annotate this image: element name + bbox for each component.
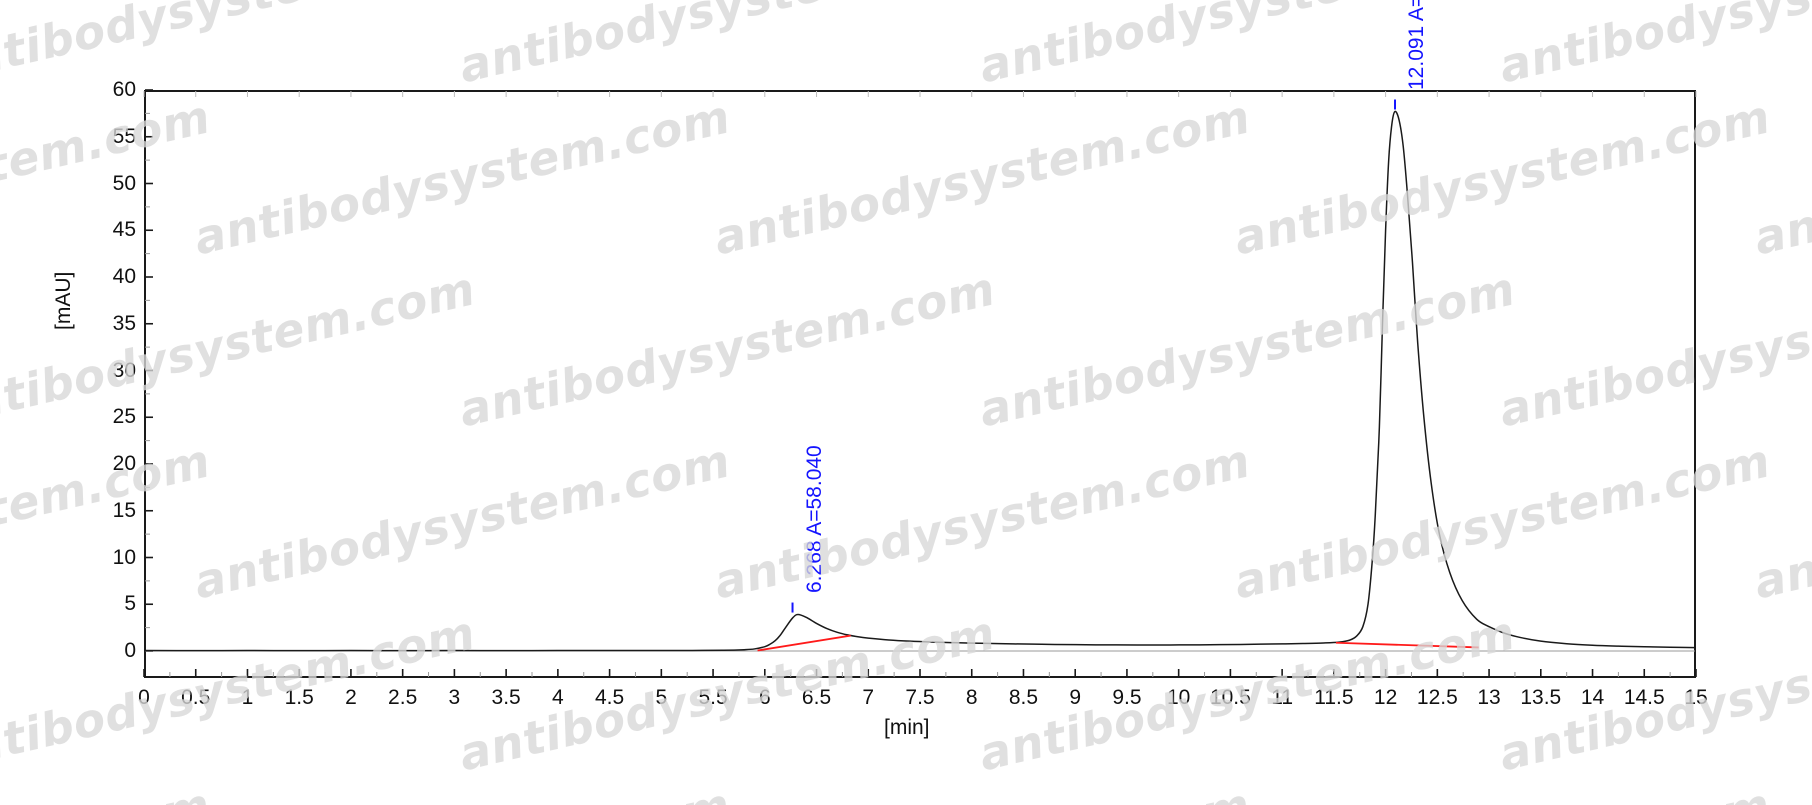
x-axis-tick-label: 4.5 (594, 686, 625, 709)
x-axis-tick-label: 0 (138, 686, 150, 709)
x-axis-tick-label: 0.5 (181, 686, 211, 709)
x-axis-tick-label: 14.5 (1623, 686, 1665, 709)
x-axis-tick-label: 2.5 (388, 686, 418, 709)
y-axis-tick-label: 20 (112, 452, 136, 475)
axis-ticks (143, 89, 1697, 677)
x-axis-tick-label: 2 (345, 686, 357, 709)
x-axis-tick-label: 5.5 (698, 686, 728, 709)
y-axis-tick-label: 30 (112, 358, 136, 382)
y-axis-tick-label: 10 (112, 545, 136, 569)
y-axis-tick-label: 5 (124, 592, 136, 616)
x-axis-tick-label: 9 (1069, 686, 1082, 709)
chromatogram-trace (143, 110, 1697, 652)
x-axis-tick-label: 12 (1373, 686, 1398, 709)
peak-annotation-label: 12.091 A=1315.242 (1405, 0, 1429, 90)
y-axis-tick-labels: 0 5 10 15 20 25 30 35 40 45 50 55 60 (96, 0, 136, 805)
y-axis-tick-label: 35 (112, 311, 136, 335)
x-axis-tick-label: 3.5 (491, 686, 521, 709)
x-axis-tick-label: 7 (862, 686, 875, 709)
y-axis-tick-label: 60 (112, 78, 136, 101)
x-axis-tick-label: 6 (758, 686, 771, 709)
x-axis-tick-label: 4 (552, 686, 564, 709)
x-axis-tick-label: 12.5 (1416, 686, 1458, 709)
y-axis-label: [mAU] (52, 271, 75, 330)
y-axis-tick-label: 40 (112, 265, 136, 288)
x-axis-tick-label: 1.5 (284, 686, 314, 709)
x-axis-tick-label: 15 (1684, 686, 1708, 709)
x-axis-tick-label: 5 (655, 686, 668, 709)
x-axis-label: [min] (884, 716, 930, 739)
x-axis-tick-label: 3 (448, 686, 461, 709)
y-axis-tick-label: 25 (112, 405, 136, 429)
integration-baseline (1335, 641, 1479, 649)
x-axis-tick-label: 13 (1477, 686, 1501, 709)
x-axis-tick-label: 10.5 (1209, 686, 1251, 709)
x-axis-tick-label: 11.5 (1314, 686, 1354, 709)
peak-annotation-label: 6.268 A=58.040 (802, 444, 826, 593)
y-axis-tick-label: 55 (112, 124, 136, 148)
y-axis-tick-label: 50 (112, 171, 136, 195)
x-axis-tick-label: 8.5 (1008, 686, 1039, 709)
x-axis-tick-label: 9.5 (1112, 686, 1142, 709)
x-axis-tick-label: 7.5 (905, 686, 935, 709)
x-axis-tick-label: 10 (1166, 686, 1191, 709)
x-axis-tick-label: 8 (965, 686, 978, 709)
y-axis-tick-label: 45 (112, 218, 136, 242)
y-axis-tick-label: 15 (112, 498, 136, 522)
integration-baseline (757, 634, 851, 652)
x-axis-tick-label: 1 (241, 686, 254, 709)
y-axis-tick-label: 0 (124, 639, 136, 662)
x-axis-tick-label: 11 (1271, 686, 1294, 709)
x-axis-tick-label: 13.5 (1520, 686, 1562, 709)
x-axis-tick-label: 6.5 (801, 686, 832, 709)
x-axis-tick-label: 14 (1580, 686, 1605, 709)
